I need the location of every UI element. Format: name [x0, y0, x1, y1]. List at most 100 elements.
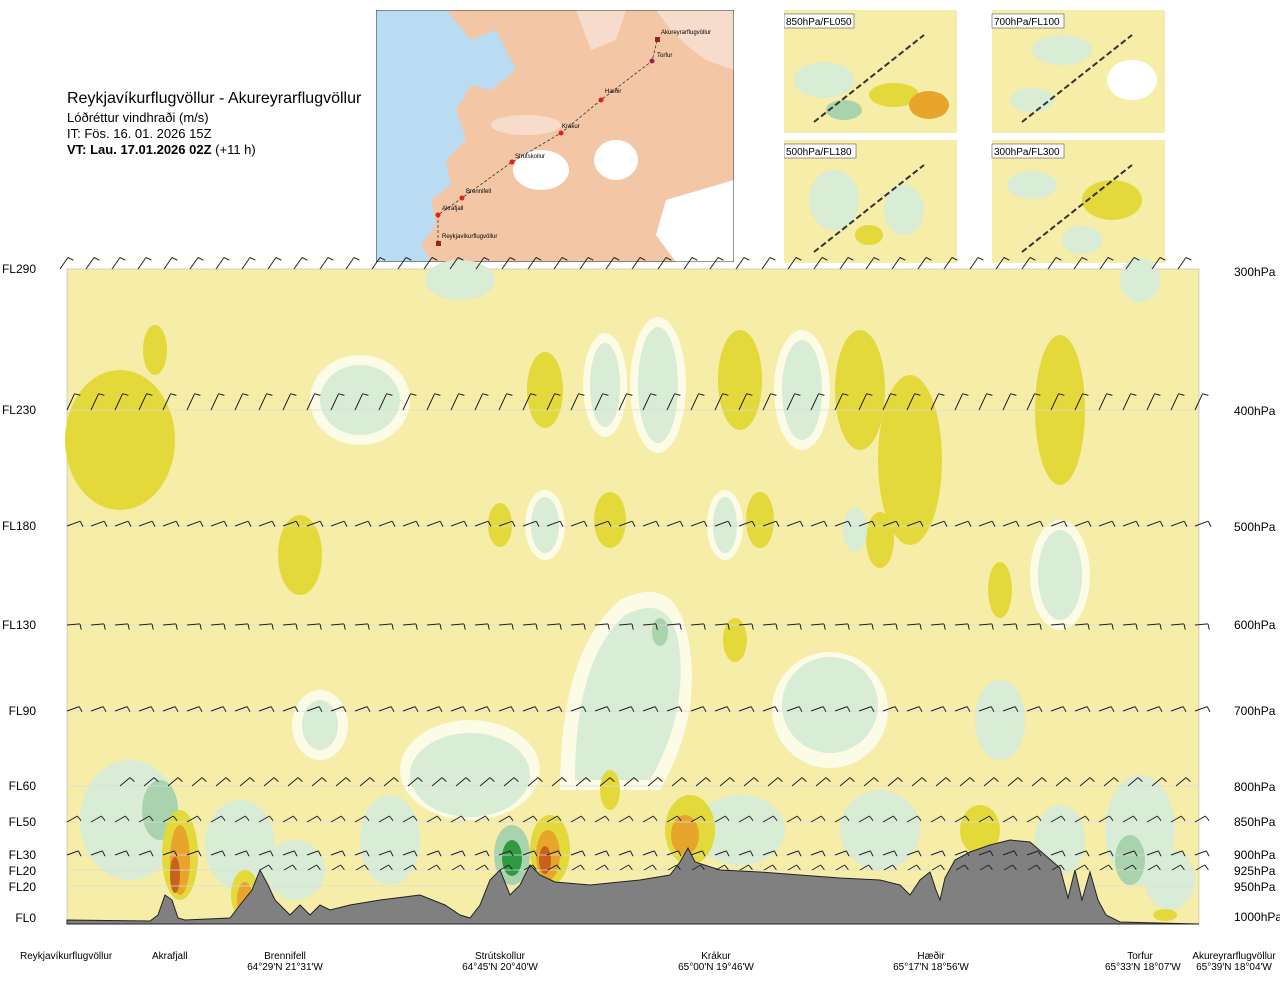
wind-barb [1098, 623, 1113, 626]
wind-barb [546, 520, 561, 527]
wind-barb-feather [749, 815, 754, 822]
map-label-brennifell: Brennifell [466, 189, 491, 195]
wind-barb [907, 864, 917, 871]
wind-barb-feather [74, 393, 81, 396]
cross-section-plot [59, 257, 1212, 925]
wind-barb [1098, 850, 1111, 856]
wind-barb-feather [868, 864, 873, 871]
wind-barb-feather [629, 850, 634, 857]
panel-500: 500hPa/FL180 [784, 140, 957, 263]
wind-barb [354, 850, 367, 856]
wind-barb [882, 850, 895, 856]
wind-barb-feather [1135, 623, 1138, 630]
wind-barb-feather [271, 623, 274, 630]
wind-barb [810, 393, 820, 411]
wind-barb-feather [367, 520, 372, 527]
wind-barb [210, 706, 224, 712]
wind-barb [1125, 257, 1135, 270]
wind-barb [239, 777, 251, 787]
wind-barb-feather [869, 815, 874, 822]
wind-barb-feather [941, 850, 946, 857]
wind-barb [786, 850, 799, 856]
wind-barb [642, 706, 656, 712]
wind-barb [210, 815, 222, 823]
wind-barb-feather [842, 393, 849, 396]
wind-barb [763, 864, 773, 871]
fl-label-290: FL290 [1, 262, 36, 276]
wind-barb [570, 706, 584, 712]
wind-barb [594, 623, 609, 626]
airport-marker-akureyri [655, 37, 660, 42]
wind-barb-feather [677, 815, 682, 822]
fl-label-0: FL0 [15, 911, 36, 925]
wind-barb-feather [845, 850, 850, 857]
wind-barb [1151, 257, 1161, 270]
wind-barb [114, 850, 127, 856]
wind-barb-feather [221, 850, 226, 857]
wind-barb-feather [966, 706, 971, 713]
wind-barb [979, 864, 989, 871]
wind-barb [623, 777, 635, 787]
wind-barb [1021, 257, 1031, 270]
wind-barb [666, 393, 676, 411]
wind-barb [547, 864, 557, 871]
wind-barb [906, 706, 920, 712]
wind-barb [1175, 777, 1187, 787]
wind-barb-feather [410, 393, 417, 396]
fl-label-20a: FL20 [8, 864, 36, 878]
wind-barb [579, 257, 589, 270]
hpa-label-700: 700hPa [1234, 704, 1276, 718]
wind-barb-feather [342, 706, 347, 713]
wind-barb-feather [482, 393, 489, 396]
wind-barb [1003, 864, 1013, 871]
wind-barb [215, 777, 227, 787]
wind-barb-feather [873, 257, 880, 261]
wind-barb [258, 623, 273, 626]
wind-barb-feather [797, 815, 802, 822]
wind-barb-feather [223, 520, 228, 527]
wind-barb [738, 706, 752, 712]
wind-barb [1074, 850, 1087, 856]
wind-barb-feather [391, 623, 394, 630]
wind-barb-feather [626, 393, 633, 396]
wind-barb [426, 850, 439, 856]
wind-barb-feather [988, 864, 993, 871]
wind-barb [631, 257, 641, 270]
wind-barb-feather [583, 623, 586, 630]
wind-barb [138, 520, 153, 527]
wind-barb [426, 815, 438, 823]
wind-barb [882, 623, 897, 626]
wind-barb [1026, 815, 1038, 823]
wind-barb [527, 777, 539, 787]
wind-barb-feather [559, 623, 562, 630]
wind-barb-feather [818, 393, 825, 396]
wind-barb [523, 864, 533, 871]
wind-barb [1027, 864, 1037, 871]
wind-barb [431, 777, 443, 787]
wind-barb [282, 706, 296, 712]
wind-barb [709, 257, 719, 270]
wind-barb-feather [389, 815, 394, 822]
wind-barb-feather [604, 864, 609, 871]
wind-barb [887, 777, 899, 787]
waypoint-krakur [558, 130, 564, 136]
wind-barb-feather [460, 864, 465, 871]
wind-barb [1194, 815, 1206, 823]
wind-barb [570, 393, 580, 411]
wind-barb-feather [102, 706, 107, 713]
wind-barb [1146, 623, 1161, 626]
wind-barb [234, 706, 248, 712]
wind-barb [1151, 777, 1163, 787]
wind-barb-feather [367, 623, 370, 630]
wind-barb [571, 864, 581, 871]
wind-barb-feather [1154, 393, 1161, 396]
wind-barb-feather [290, 393, 297, 396]
wind-barb [479, 777, 491, 787]
wind-barb [258, 815, 270, 823]
wind-barb [642, 520, 657, 527]
hpa-label-300: 300hPa [1234, 265, 1276, 279]
wind-barb [1170, 706, 1184, 712]
wind-barb-feather [914, 393, 921, 396]
wind-barb-feather [585, 777, 591, 782]
map-label-akrafjall: Akrafjall [442, 206, 463, 212]
